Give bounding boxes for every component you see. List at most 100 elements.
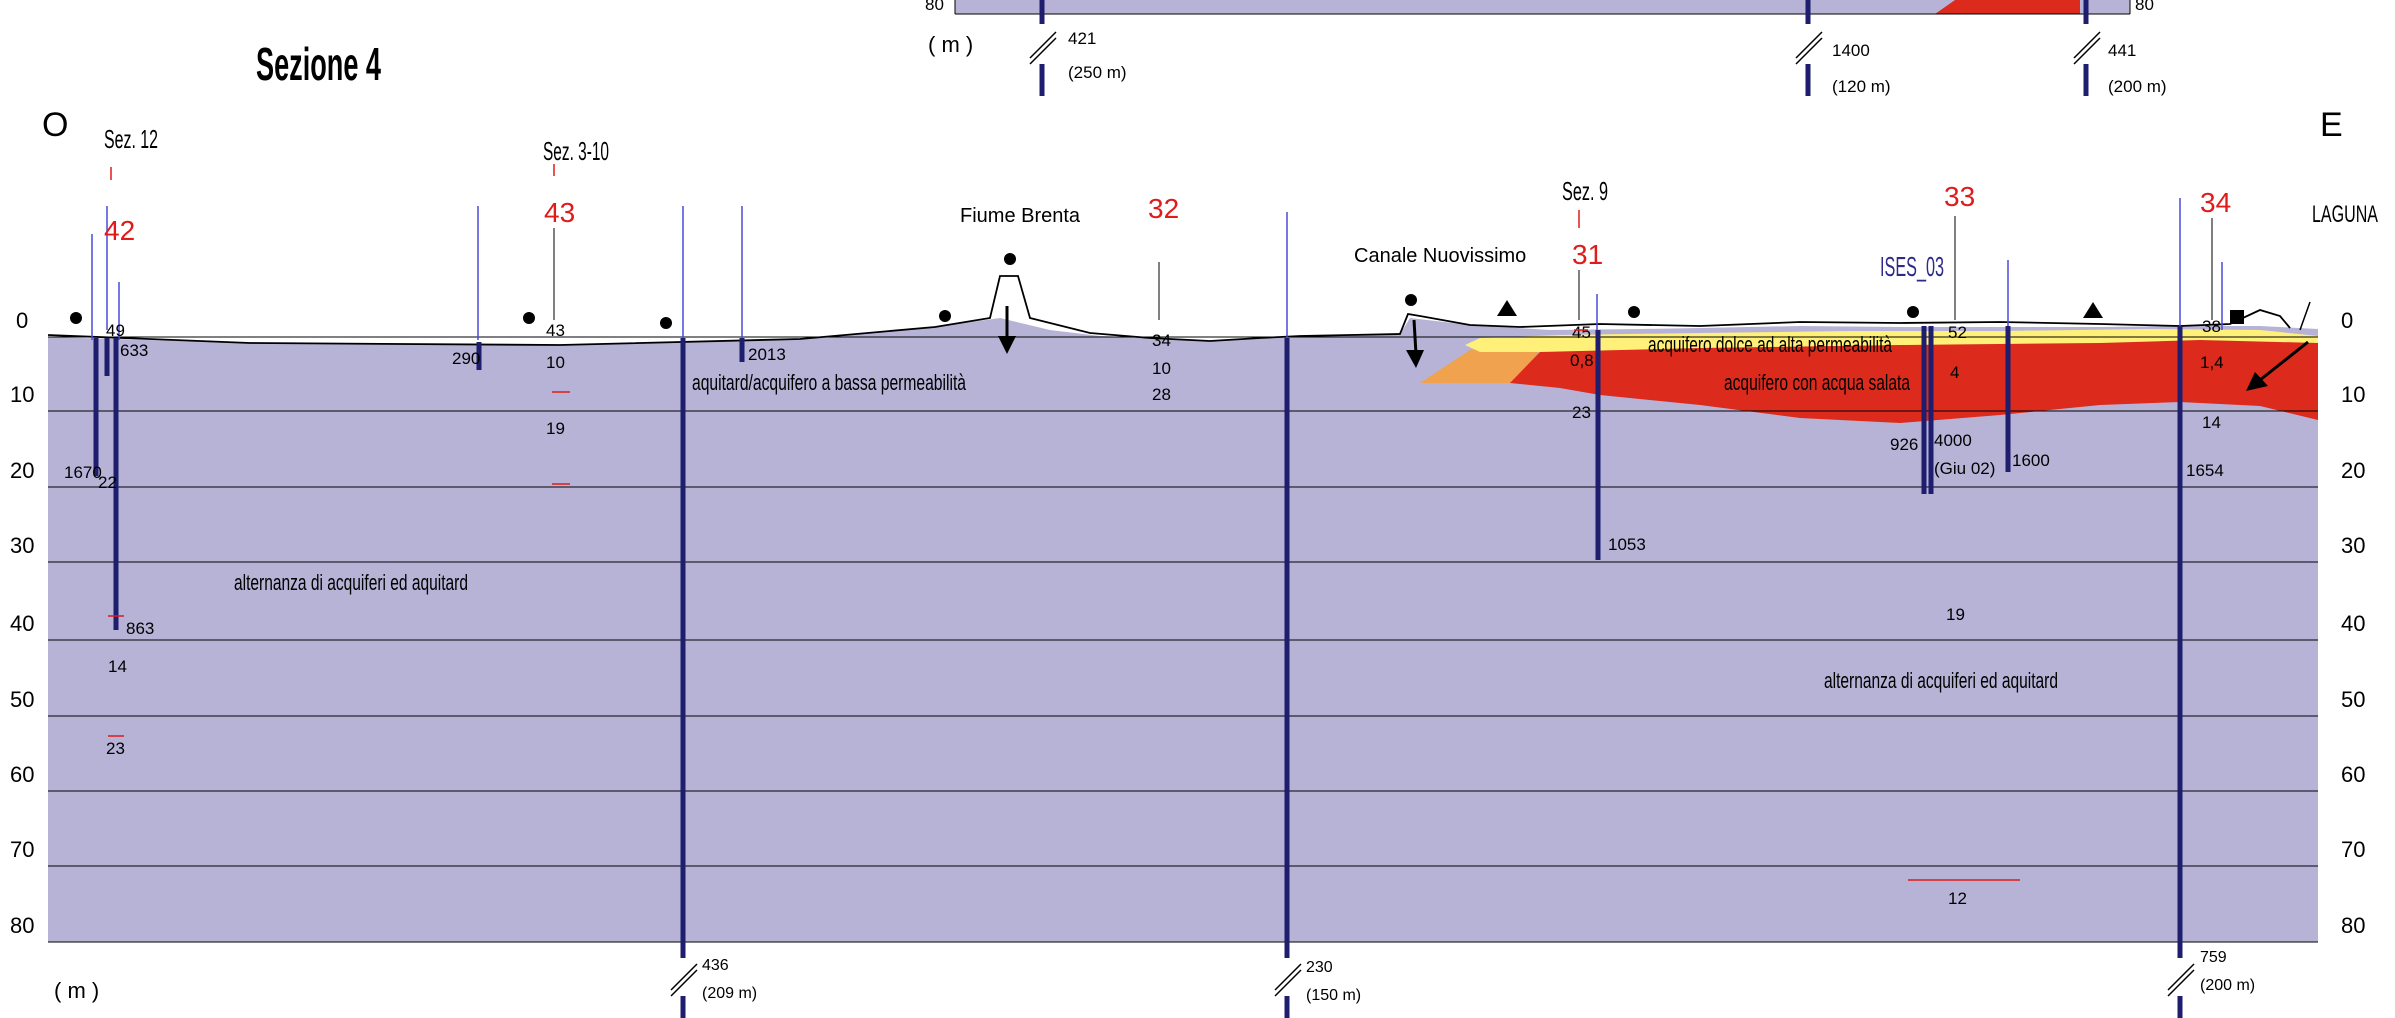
value-2013: 2013 [748, 345, 786, 364]
monitoring-point-icon [1405, 294, 1417, 306]
well-ids: 42 43 32 31 33 34 [104, 181, 2231, 270]
monitoring-point-icon [1628, 306, 1640, 318]
value-1654: 1654 [2186, 461, 2224, 480]
value-4000: 4000 [1934, 431, 1972, 450]
monitoring-point-icon [1004, 253, 1016, 265]
left-tick-20: 20 [10, 458, 34, 483]
value-49: 49 [106, 321, 125, 340]
thin-wells [91, 198, 2223, 340]
bottom-break-spacing-1: (209 m) [702, 985, 757, 1002]
fresh-aquifer-layer [1465, 329, 2318, 352]
arrow-down-icon [1412, 319, 1418, 355]
east-label: E [2320, 106, 2343, 144]
well-id-42: 42 [104, 215, 135, 246]
label-alternanza-east: alternanza di acquiferi ed aquitard [1824, 668, 2058, 693]
top-strip: 80 80 ( m ) 421 (250 m) 1400 (120 m) 441… [925, 0, 2167, 96]
left-tick-10: 10 [10, 382, 34, 407]
salt-aquifer-layer [1510, 337, 2318, 423]
value-52: 52 [1948, 323, 1967, 342]
monitoring-point-icon [939, 310, 951, 322]
unit-label: ( m ) [54, 978, 99, 1003]
right-tick-50: 50 [2341, 687, 2365, 712]
value-43: 43 [546, 321, 565, 340]
feature-canale-nuovissimo: Canale Nuovissimo [1354, 245, 1526, 267]
right-tick-10: 10 [2341, 382, 2365, 407]
value-45: 45 [1572, 323, 1591, 342]
value-926: 926 [1890, 435, 1918, 454]
value-34: 34 [1152, 331, 1171, 350]
ises-well-label: ISES_03 [1880, 251, 1944, 282]
left-tick-60: 60 [10, 762, 34, 787]
bottom-break-spacing-3: (200 m) [2200, 977, 2255, 994]
monitoring-point-icon [523, 312, 535, 324]
monitoring-point-icon [660, 317, 672, 329]
bottom-break-spacing-2: (150 m) [1306, 987, 1361, 1004]
bottom-break-value-3: 759 [2200, 949, 2227, 966]
top-strip-tick-left: 80 [925, 0, 944, 14]
monitoring-point-icon [1907, 306, 1919, 318]
feature-fiume-brenta: Fiume Brenta [960, 205, 1081, 227]
arrow-inflow-icon [2259, 340, 2309, 382]
bottom-break-labels: 436 (209 m) 230 (150 m) 759 (200 m) [702, 949, 2255, 1004]
monitoring-point-icon [70, 312, 82, 324]
value-23: 23 [106, 739, 125, 758]
square-marker-icon [2230, 310, 2244, 324]
right-tick-40: 40 [2341, 611, 2365, 636]
value-14d: 14 [2202, 413, 2221, 432]
top-break-spacing-3: (200 m) [2108, 77, 2167, 96]
value-22: 22 [98, 473, 117, 492]
triangle-marker-icon [1497, 300, 1517, 316]
value-863: 863 [126, 619, 154, 638]
deep-wells-below-break [680, 996, 2183, 1018]
right-tick-70: 70 [2341, 837, 2365, 862]
value-19: 19 [546, 419, 565, 438]
well-id-43: 43 [544, 197, 575, 228]
top-strip-unit: ( m ) [928, 32, 973, 57]
right-tick-60: 60 [2341, 762, 2365, 787]
well-id-33: 33 [1944, 181, 1975, 212]
left-tick-30: 30 [10, 533, 34, 558]
section-references: Sez. 12 Sez. 3-10 Sez. 9 [104, 124, 1608, 228]
well-id-34: 34 [2200, 187, 2231, 218]
west-label: O [42, 106, 68, 144]
value-0-8: 0,8 [1570, 351, 1594, 370]
top-break-value-2: 1400 [1832, 41, 1870, 60]
triangle-marker-icon [2083, 302, 2103, 318]
deep-wells [93, 326, 2183, 958]
well-id-32: 32 [1148, 193, 1179, 224]
top-strip-salt [1935, 0, 2080, 14]
left-tick-50: 50 [10, 687, 34, 712]
ground-surface [47, 275, 2291, 346]
value-19b: 19 [1946, 605, 1965, 624]
label-salt-aquifer: acquifero con acqua salata [1724, 370, 1911, 395]
top-break-spacing-2: (120 m) [1832, 77, 1891, 96]
left-depth-axis: 0 10 20 30 40 50 60 70 80 [10, 308, 34, 938]
value-1053: 1053 [1608, 535, 1646, 554]
value-12: 12 [1948, 889, 1967, 908]
screen-markers [108, 329, 2020, 881]
axis-break-symbols [670, 963, 2195, 997]
left-tick-70: 70 [10, 837, 34, 862]
section-title: Sezione 4 [256, 38, 381, 90]
value-23b: 23 [1572, 403, 1591, 422]
value-28: 28 [1152, 385, 1171, 404]
top-break-spacing-1: (250 m) [1068, 63, 1127, 82]
value-giu-02: (Giu 02) [1934, 459, 1995, 478]
left-tick-0: 0 [16, 308, 28, 333]
right-tick-80: 80 [2341, 913, 2365, 938]
label-alternanza-west: alternanza di acquiferi ed aquitard [234, 570, 468, 595]
flow-arrows [998, 306, 2309, 391]
section-ref-9: Sez. 9 [1562, 176, 1608, 206]
right-tick-20: 20 [2341, 458, 2365, 483]
value-10b: 10 [1152, 359, 1171, 378]
left-tick-40: 40 [10, 611, 34, 636]
label-fresh-aquifer: acquifero dolce ad alta permeabilità [1648, 332, 1893, 357]
label-aquitard-shallow: aquitard/acquifero a bassa permeabilità [692, 370, 967, 395]
value-10: 10 [546, 353, 565, 372]
right-tick-0: 0 [2341, 308, 2353, 333]
value-1670: 1670 [64, 463, 102, 482]
feature-laguna: LAGUNA [2312, 201, 2378, 228]
section-ref-3-10: Sez. 3-10 [543, 136, 609, 166]
top-strip-aquitard [955, 0, 2130, 14]
